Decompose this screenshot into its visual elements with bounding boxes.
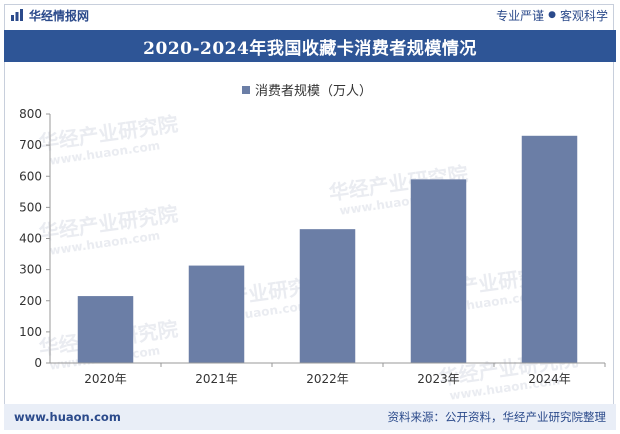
y-tick-label: 600 <box>19 169 42 183</box>
y-tick-label: 0 <box>34 356 42 370</box>
x-tick-label: 2023年 <box>417 372 460 386</box>
slogan-separator: ● <box>548 10 556 20</box>
bar <box>299 229 356 363</box>
brand-name: 华经情报网 <box>29 8 90 23</box>
y-tick-label: 400 <box>19 232 42 246</box>
legend-label: 消费者规模（万人） <box>255 84 372 99</box>
x-axis: 2020年 2021年 2022年 2023年 2024年 <box>50 362 606 386</box>
bar <box>188 265 245 363</box>
y-tick-label: 200 <box>19 294 42 308</box>
bars <box>77 135 578 363</box>
top-bar: 华经情报网 专业严谨 ● 客观科学 <box>0 0 620 30</box>
y-tick-label: 300 <box>19 263 42 277</box>
slogan-right: 客观科学 <box>559 8 608 23</box>
brand: 华经情报网 <box>10 7 89 24</box>
brand-logo-icon <box>11 9 23 21</box>
footer-source: 资料来源：公开资料，华经产业研究院整理 <box>387 410 607 424</box>
bar <box>410 179 467 363</box>
x-tick-label: 2020年 <box>84 372 127 386</box>
y-tick-label: 500 <box>19 200 42 214</box>
bar <box>77 296 134 363</box>
x-tick-label: 2021年 <box>195 372 238 386</box>
legend: 消费者规模（万人） <box>242 84 372 99</box>
x-tick-label: 2024年 <box>528 372 571 386</box>
footer: www.huaon.com 资料来源：公开资料，华经产业研究院整理 <box>4 404 616 430</box>
x-tick-label: 2022年 <box>306 372 349 386</box>
y-axis: 0 100 200 300 400 500 600 700 800 <box>19 107 51 370</box>
y-tick-label: 800 <box>19 107 42 121</box>
legend-swatch <box>242 86 250 94</box>
bar <box>521 135 578 363</box>
y-tick-label: 700 <box>19 138 42 152</box>
slogan-left: 专业严谨 <box>496 8 545 23</box>
slogan: 专业严谨 ● 客观科学 <box>496 7 608 24</box>
chart-title: 2020-2024年我国收藏卡消费者规模情况 <box>4 30 616 62</box>
footer-url[interactable]: www.huaon.com <box>14 410 121 424</box>
y-tick-label: 100 <box>19 325 42 339</box>
